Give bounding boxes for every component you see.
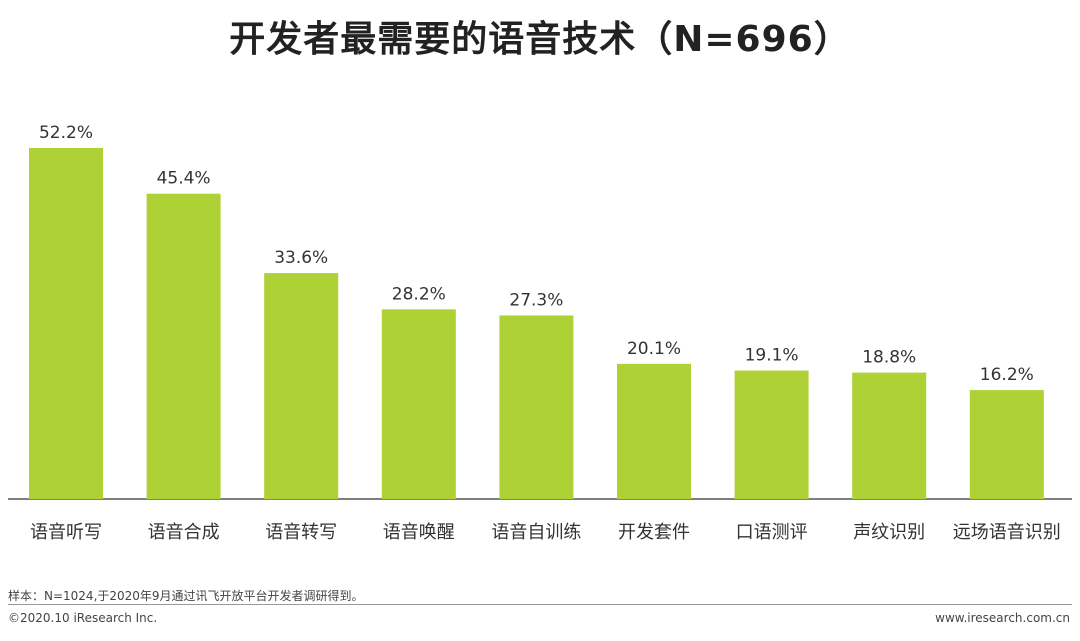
bar-value-label: 16.2% [980,365,1034,385]
copyright-text: ©2020.10 iResearch Inc. [8,611,158,625]
category-label: 声纹识别 [853,522,925,543]
bar-chart: 52.2% 语音听写 45.4% 语音合成 33.6% 语音转写 28.2% 语音唤醒 27.3… [8,123,1072,543]
bar-7 [734,370,809,499]
footer-divider [8,604,1072,605]
bar-2 [146,193,221,500]
bar-3 [264,273,339,499]
bar-4 [381,309,456,499]
bar-5 [499,315,574,499]
chart-title: 开发者最需要的语音技术（N=696） [229,19,851,60]
category-label: 语音唤醒 [383,522,455,543]
category-label: 语音自训练 [491,522,581,543]
bar-6 [617,363,691,499]
site-url[interactable]: www.iresearch.com.cn [935,611,1070,625]
category-label: 远场语音识别 [953,522,1061,543]
bar-value-label: 27.3% [509,290,563,310]
bar-value-label: 28.2% [392,284,446,304]
bar-value-label: 52.2% [39,123,93,143]
category-label: 语音听写 [30,522,102,543]
category-label: 开发套件 [618,522,690,543]
bar-value-label: 45.4% [157,169,211,189]
bar-value-label: 18.8% [862,348,916,368]
bar-8 [852,372,927,499]
bar-1 [29,148,103,499]
category-label: 语音合成 [148,522,220,543]
bar-9 [969,390,1044,499]
category-label: 语音转写 [265,522,337,543]
sample-note: 样本：N=1024,于2020年9月通过讯飞开放平台开发者调研得到。 [8,589,364,603]
bar-value-label: 20.1% [627,339,681,359]
category-label: 口语测评 [736,522,808,543]
bar-value-label: 33.6% [274,248,328,268]
bar-value-label: 19.1% [745,346,799,366]
